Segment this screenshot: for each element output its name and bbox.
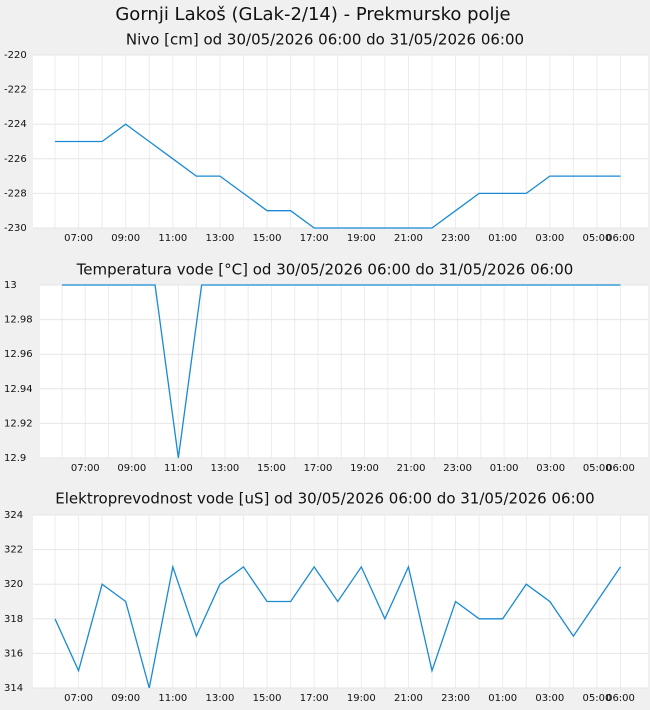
- x-tick-label: 03:00: [536, 463, 565, 474]
- x-tick-label: 13:00: [206, 233, 235, 244]
- x-tick-label: 03:00: [535, 693, 564, 704]
- data-line: [54, 564, 622, 689]
- page-title: Gornji Lakoš (GLak-2/14) - Prekmursko po…: [115, 4, 510, 25]
- y-tick-label: 314: [4, 683, 23, 694]
- y-tick-label: -224: [4, 119, 27, 130]
- y-tick-label: 13: [4, 280, 17, 291]
- plot-area: [40, 285, 648, 458]
- y-tick-label: 316: [4, 648, 23, 659]
- plot-area: [33, 515, 648, 688]
- x-tick-label: 15:00: [257, 463, 286, 474]
- x-tick-label: 15:00: [253, 233, 282, 244]
- x-tick-label: 19:00: [350, 463, 379, 474]
- x-tick-label: 21:00: [394, 233, 423, 244]
- x-tick-label: 15:00: [253, 693, 282, 704]
- y-tick-label: 318: [4, 614, 23, 625]
- x-tick-label: 05:00: [583, 463, 612, 474]
- chart-subtitle: Temperatura vode [°C] od 30/05/2026 06:0…: [76, 261, 574, 279]
- x-tick-label: 07:00: [71, 463, 100, 474]
- x-tick-label: 11:00: [164, 463, 193, 474]
- x-tick-label: 21:00: [394, 693, 423, 704]
- x-tick-label: 19:00: [347, 693, 376, 704]
- x-tick-label: 17:00: [300, 693, 329, 704]
- x-tick-label: 19:00: [347, 233, 376, 244]
- y-tick-label: -226: [4, 154, 27, 165]
- y-tick-label: 324: [4, 510, 23, 521]
- data-line: [62, 284, 621, 459]
- data-line: [55, 123, 621, 229]
- x-tick-label: 23:00: [443, 463, 472, 474]
- y-tick-label: -230: [4, 223, 27, 234]
- x-tick-label: 03:00: [535, 233, 564, 244]
- x-tick-label: 23:00: [441, 693, 470, 704]
- x-tick-label: 01:00: [488, 693, 517, 704]
- x-tick-label: 11:00: [158, 233, 187, 244]
- y-tick-label: 320: [4, 579, 23, 590]
- x-tick-label: 09:00: [117, 463, 146, 474]
- x-tick-label: 17:00: [300, 233, 329, 244]
- y-tick-label: -220: [4, 50, 27, 61]
- x-tick-label: 21:00: [397, 463, 426, 474]
- x-tick-label: 23:00: [441, 233, 470, 244]
- x-tick-label: 06:00: [606, 463, 635, 474]
- x-tick-label: 05:00: [583, 233, 612, 244]
- y-tick-label: 12.98: [4, 315, 33, 326]
- x-tick-label: 07:00: [64, 233, 93, 244]
- x-tick-label: 09:00: [111, 233, 140, 244]
- y-tick-label: -222: [4, 85, 27, 96]
- x-tick-label: 05:00: [583, 693, 612, 704]
- x-tick-label: 06:00: [606, 233, 635, 244]
- y-tick-label: 12.9: [4, 453, 26, 464]
- x-tick-label: 01:00: [488, 233, 517, 244]
- x-tick-label: 13:00: [210, 463, 239, 474]
- y-tick-label: 12.92: [4, 418, 33, 429]
- x-tick-label: 06:00: [606, 693, 635, 704]
- x-tick-label: 13:00: [206, 693, 235, 704]
- y-tick-label: 322: [4, 545, 23, 556]
- x-tick-label: 11:00: [158, 693, 187, 704]
- y-tick-label: 12.94: [4, 384, 33, 395]
- y-tick-label: -228: [4, 188, 27, 199]
- x-tick-label: 01:00: [490, 463, 519, 474]
- x-tick-label: 07:00: [64, 693, 93, 704]
- plot-area: [33, 55, 648, 228]
- chart-subtitle: Elektroprevodnost vode [uS] od 30/05/202…: [55, 490, 594, 508]
- y-tick-label: 12.96: [4, 349, 33, 360]
- x-tick-label: 17:00: [304, 463, 333, 474]
- chart-subtitle: Nivo [cm] od 30/05/2026 06:00 do 31/05/2…: [126, 31, 524, 49]
- x-tick-label: 09:00: [111, 693, 140, 704]
